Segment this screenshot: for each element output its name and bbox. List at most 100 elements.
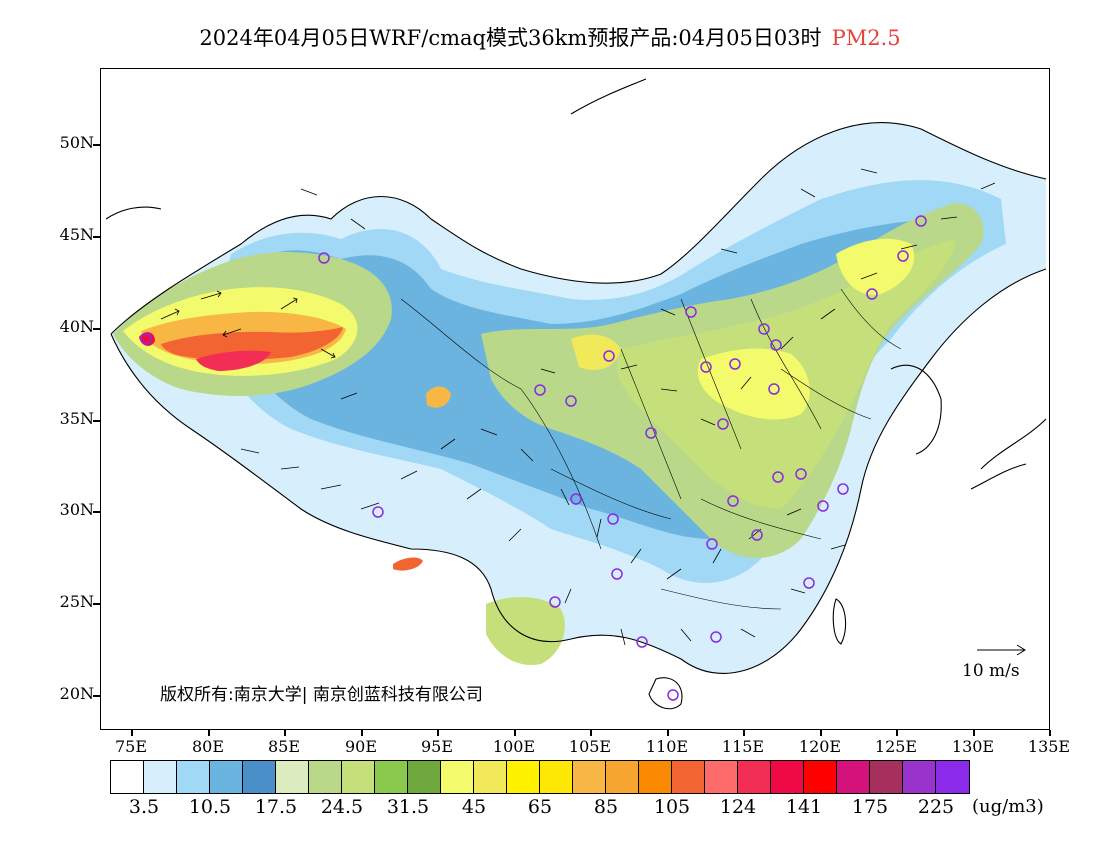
wind-reference-arrow	[977, 644, 1026, 656]
lon-label-130e: 130E	[951, 737, 995, 756]
lon-tick-115	[743, 730, 745, 736]
colorbar-label-105: 105	[653, 796, 691, 818]
lon-label-100e: 100E	[492, 737, 536, 756]
lon-tick-85	[284, 730, 286, 736]
lon-label-105e: 105E	[568, 737, 612, 756]
lat-label-25n: 25N	[59, 592, 94, 611]
station-markers	[140, 215, 927, 701]
region-yellow-north	[697, 348, 810, 420]
colorbar-swatch-1	[144, 761, 177, 793]
lat-label-30n: 30N	[59, 500, 94, 519]
lon-label-90e: 90E	[344, 737, 378, 756]
lon-label-95e: 95E	[420, 737, 454, 756]
wind-vectors	[160, 168, 996, 646]
lon-tick-105	[590, 730, 592, 736]
lat-tick-50	[93, 144, 100, 146]
colorbar-swatch-12	[507, 761, 540, 793]
lon-label-75e: 75E	[114, 737, 148, 756]
region-yunnan-green	[486, 597, 565, 665]
lat-tick-40	[93, 328, 100, 330]
colorbar-swatch-15	[606, 761, 639, 793]
colorbar-swatch-14	[573, 761, 606, 793]
colorbar-label-45: 45	[461, 796, 487, 818]
colorbar-swatch-23	[870, 761, 903, 793]
lat-label-50n: 50N	[59, 133, 94, 152]
map-title: 2024年04月05日WRF/cmaq模式36km预报产品:04月05日03时 P…	[0, 22, 1100, 52]
colorbar-label-141: 141	[785, 796, 823, 818]
lon-label-125e: 125E	[874, 737, 918, 756]
lon-tick-125	[896, 730, 898, 736]
colorbar-label-85: 85	[593, 796, 619, 818]
colorbar-swatch-7	[342, 761, 375, 793]
colorbar-swatch-25	[936, 761, 969, 793]
colorbar-label-3.5: 3.5	[128, 796, 160, 818]
colorbar-unit: (ug/m3)	[972, 796, 1044, 817]
colorbar-label-124: 124	[719, 796, 757, 818]
lon-tick-80	[208, 730, 210, 736]
colorbar-label-17.5: 17.5	[254, 796, 298, 818]
colorbar-label-31.5: 31.5	[386, 796, 430, 818]
lon-tick-90	[361, 730, 363, 736]
colorbar-swatch-24	[903, 761, 936, 793]
colorbar-swatch-19	[738, 761, 771, 793]
kazakh-lake	[105, 206, 162, 220]
lon-label-115e: 115E	[721, 737, 765, 756]
colorbar-swatch-9	[408, 761, 441, 793]
colorbar-swatch-13	[540, 761, 573, 793]
colorbar-swatch-4	[243, 761, 276, 793]
colorbar-swatch-17	[672, 761, 705, 793]
pollutant-label: PM2.5	[831, 26, 901, 50]
region-xinjiang-hot	[196, 350, 271, 371]
colorbar-swatch-20	[771, 761, 804, 793]
lon-tick-75	[131, 730, 133, 736]
lon-tick-95	[437, 730, 439, 736]
lat-tick-45	[93, 236, 100, 238]
colorbar-label-10.5: 10.5	[188, 796, 232, 818]
colorbar-swatch-3	[210, 761, 243, 793]
colorbar-swatch-21	[804, 761, 837, 793]
lon-tick-100	[514, 730, 516, 736]
title-main: 2024年04月05日WRF/cmaq模式36km预报产品:04月05日03时	[199, 26, 822, 50]
lon-tick-110	[667, 730, 669, 736]
china-border	[110, 122, 1047, 674]
region-qinghai-hotspot	[426, 386, 451, 408]
region-xinjiang-red	[161, 327, 343, 360]
lat-label-40n: 40N	[59, 317, 94, 336]
lon-label-120e: 120E	[798, 737, 842, 756]
colorbar-swatch-5	[276, 761, 309, 793]
lon-label-85e: 85E	[267, 737, 301, 756]
colorbar-swatch-16	[639, 761, 672, 793]
colorbar	[110, 760, 970, 794]
korea-coast	[890, 364, 942, 455]
lat-tick-25	[93, 603, 100, 605]
lon-tick-120	[820, 730, 822, 736]
lat-label-35n: 35N	[59, 409, 94, 428]
colorbar-swatch-11	[474, 761, 507, 793]
colorbar-label-175: 175	[851, 796, 889, 818]
lon-label-135e: 135E	[1027, 737, 1071, 756]
colorbar-swatch-2	[177, 761, 210, 793]
colorbar-swatch-18	[705, 761, 738, 793]
map-frame	[100, 68, 1050, 730]
lon-label-80e: 80E	[191, 737, 225, 756]
colorbar-swatch-22	[837, 761, 870, 793]
colorbar-label-24.5: 24.5	[320, 796, 364, 818]
pm25-map-canvas	[105, 78, 1047, 710]
colorbar-swatch-10	[441, 761, 474, 793]
lat-label-20n: 20N	[59, 684, 94, 703]
colorbar-label-65: 65	[527, 796, 553, 818]
region-tibet-hotspot	[393, 557, 423, 571]
region-yellow-northeast	[836, 238, 915, 295]
colorbar-swatch-6	[309, 761, 342, 793]
lon-tick-135	[1049, 730, 1051, 736]
colorbar-label-225: 225	[917, 796, 955, 818]
lat-tick-20	[93, 695, 100, 697]
colorbar-swatch-8	[375, 761, 408, 793]
taiwan-coast	[832, 598, 847, 645]
wind-reference-label: 10 m/s	[962, 661, 1020, 681]
copyright-text: 版权所有:南京大学| 南京创蓝科技有限公司	[160, 685, 483, 705]
lon-label-110e: 110E	[645, 737, 689, 756]
lat-label-45n: 45N	[59, 225, 94, 244]
lat-tick-35	[93, 420, 100, 422]
colorbar-swatch-0	[111, 761, 144, 793]
